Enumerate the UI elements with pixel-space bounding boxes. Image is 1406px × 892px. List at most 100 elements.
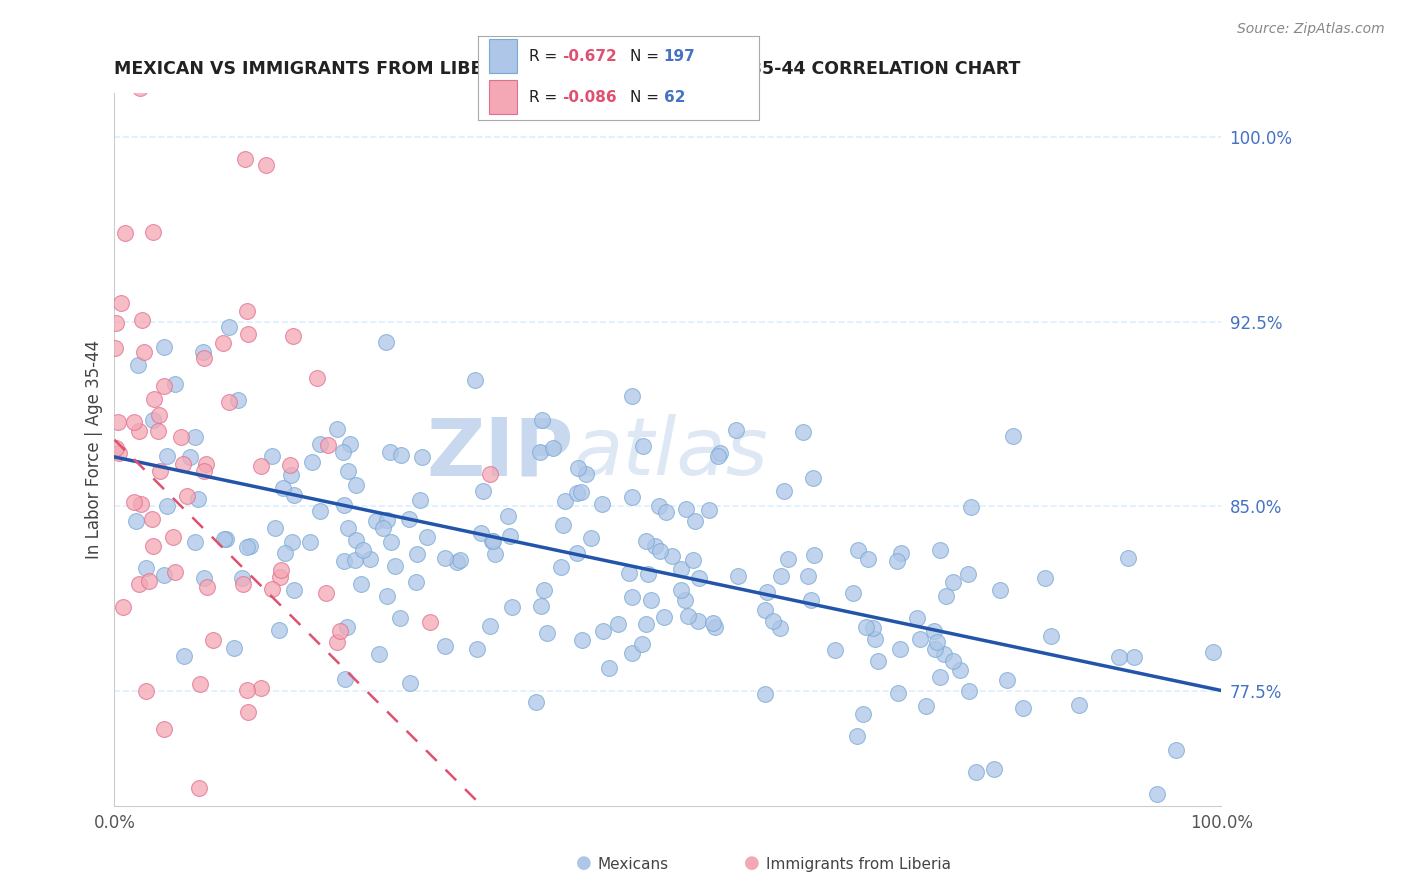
Point — [496, 509, 519, 524]
Point — [465, 642, 488, 657]
Point — [960, 500, 983, 515]
Point — [273, 546, 295, 560]
Point — [406, 547, 429, 561]
Text: ●: ● — [575, 855, 592, 872]
Point — [405, 574, 427, 589]
Point — [762, 615, 785, 629]
Point — [326, 635, 349, 649]
Point — [236, 682, 259, 697]
Point — [886, 554, 908, 568]
Point — [464, 373, 486, 387]
Point — [134, 345, 156, 359]
Point — [727, 568, 749, 582]
Point — [299, 535, 322, 549]
Point — [886, 686, 908, 700]
Point — [315, 586, 337, 600]
Point — [957, 566, 980, 581]
Text: atlas: atlas — [574, 414, 769, 492]
Point — [148, 408, 170, 422]
Point — [231, 571, 253, 585]
Point — [124, 494, 146, 508]
Point — [335, 620, 357, 634]
Point — [669, 561, 692, 575]
Point — [122, 415, 145, 429]
Point — [942, 655, 965, 669]
Point — [433, 551, 456, 566]
Point — [770, 569, 793, 583]
Point — [569, 484, 592, 499]
Point — [688, 570, 710, 584]
Point — [236, 540, 259, 554]
Point — [188, 780, 211, 795]
Point — [908, 632, 931, 646]
Point — [193, 345, 215, 359]
Point — [550, 560, 572, 574]
Point — [620, 590, 643, 604]
Point — [176, 489, 198, 503]
Point — [269, 624, 291, 638]
Point — [112, 600, 135, 615]
Point — [344, 533, 367, 547]
Point — [222, 640, 245, 655]
Point — [336, 464, 359, 478]
Point — [957, 683, 980, 698]
Point — [650, 544, 672, 558]
Point — [409, 492, 432, 507]
Point — [702, 616, 724, 631]
Point — [232, 577, 254, 591]
Point — [724, 423, 747, 437]
Point — [179, 450, 201, 464]
Point — [484, 548, 506, 562]
Point — [928, 671, 950, 685]
Point — [339, 437, 361, 451]
Point — [127, 358, 149, 372]
Point — [449, 552, 471, 566]
Point — [270, 563, 292, 577]
Bar — [489, 39, 517, 73]
Point — [239, 540, 262, 554]
Point — [278, 458, 301, 472]
Point — [172, 457, 194, 471]
Text: -0.086: -0.086 — [562, 90, 617, 105]
Point — [620, 646, 643, 660]
Point — [153, 568, 176, 582]
Point — [195, 581, 218, 595]
Point — [165, 566, 187, 580]
Point — [236, 327, 259, 342]
Point — [212, 532, 235, 546]
Point — [654, 505, 676, 519]
Point — [682, 553, 704, 567]
Point — [184, 430, 207, 444]
Point — [202, 633, 225, 648]
Point — [709, 446, 731, 460]
Point — [636, 534, 658, 549]
Point — [269, 570, 291, 584]
Point — [114, 227, 136, 241]
Point — [1033, 571, 1056, 585]
Point — [281, 534, 304, 549]
Point — [188, 677, 211, 691]
Point — [104, 341, 127, 355]
Point — [524, 695, 547, 709]
Point — [332, 445, 354, 459]
Point — [567, 461, 589, 475]
Point — [162, 530, 184, 544]
Point — [1067, 698, 1090, 712]
Point — [868, 654, 890, 668]
Point — [533, 582, 555, 597]
Point — [263, 521, 285, 535]
Point — [173, 648, 195, 663]
Point — [411, 450, 433, 464]
Point — [499, 529, 522, 543]
Point — [621, 389, 644, 403]
Point — [754, 603, 776, 617]
Point — [316, 438, 339, 452]
Text: R =: R = — [529, 90, 562, 105]
Point — [416, 530, 439, 544]
Point — [389, 448, 412, 462]
Text: Immigrants from Liberia: Immigrants from Liberia — [766, 857, 952, 872]
Point — [233, 153, 256, 167]
Point — [184, 534, 207, 549]
Point — [571, 633, 593, 648]
Point — [153, 379, 176, 393]
